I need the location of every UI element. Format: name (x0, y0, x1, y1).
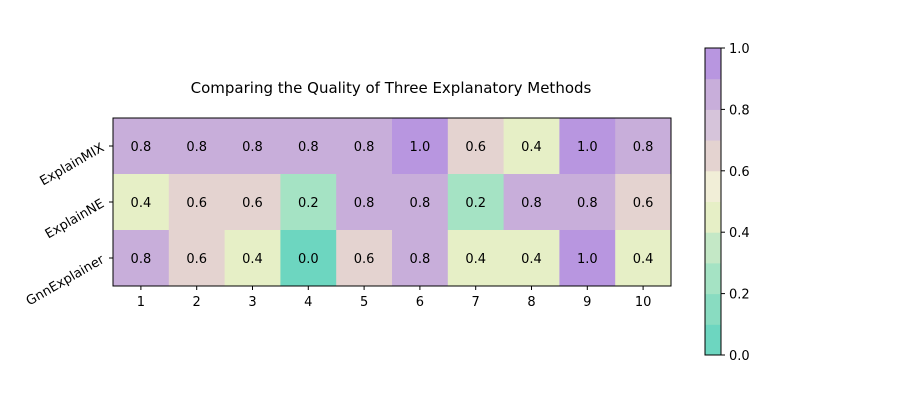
heatmap-cell (392, 118, 449, 175)
cell-value-label: 0.8 (354, 140, 375, 155)
cell-value-label: 0.8 (521, 196, 542, 211)
heatmap-cell (280, 174, 337, 231)
cell-value-label: 0.4 (521, 140, 542, 155)
heatmap-cell (280, 230, 337, 287)
heatmap-cell (224, 230, 281, 287)
heatmap-cell (615, 174, 672, 231)
x-axis: 1 2 3 4 5 6 7 8 9 10 (137, 286, 652, 310)
heatmap-cell (447, 174, 505, 231)
colorbar-tick-label: 0.4 (729, 226, 750, 241)
colorbar-tick-label: 0.8 (729, 103, 750, 118)
heatmap-cell (224, 174, 281, 231)
x-tick-label: 7 (472, 295, 480, 310)
heatmap-cell (113, 174, 170, 231)
colorbar-segment (705, 324, 721, 356)
cell-value-label: 0.8 (410, 252, 431, 267)
cell-value-label: 0.8 (298, 140, 319, 155)
x-tick-label: 5 (360, 295, 368, 310)
cell-value-label: 0.8 (242, 140, 263, 155)
cell-value-label: 0.8 (410, 196, 431, 211)
y-tick-label: ExplainNE (43, 196, 107, 242)
heatmap-cell (280, 118, 337, 175)
heatmap-cell (559, 118, 616, 175)
heatmap-cell (503, 118, 560, 175)
y-tick-label: GnnExplainer (24, 252, 108, 309)
cell-value-label: 0.8 (633, 140, 654, 155)
cell-value-label: 0.0 (298, 252, 319, 267)
cell-value-label: 0.6 (242, 196, 263, 211)
chart-title: Comparing the Quality of Three Explanato… (191, 79, 592, 97)
heatmap-cell (224, 118, 281, 175)
colorbar-frame (704, 47, 722, 356)
heatmap-cell (503, 230, 560, 287)
x-tick-label: 4 (304, 295, 312, 310)
heatmap-cell (168, 230, 226, 287)
colorbar: 0.0 0.2 0.4 0.6 0.8 1.0 (704, 42, 750, 364)
heatmap-cell (447, 118, 505, 175)
colorbar-segment (705, 170, 721, 202)
cell-value-label: 0.8 (354, 196, 375, 211)
heatmap-cell (392, 174, 449, 231)
heatmap-cell (503, 174, 560, 231)
cell-value-label: 0.6 (186, 196, 207, 211)
y-axis: ExplainMIX ExplainNE GnnExplainer (24, 140, 113, 309)
colorbar-segment (705, 262, 721, 295)
cell-value-label: 0.6 (186, 252, 207, 267)
colorbar-segment (705, 48, 721, 80)
cell-value-label: 0.6 (354, 252, 375, 267)
cell-value-label: 0.4 (521, 252, 542, 267)
y-tick-label: ExplainMIX (38, 140, 108, 189)
heatmap-cell (559, 174, 616, 231)
cell-value-label: 1.0 (577, 140, 598, 155)
cell-value-label: 0.4 (633, 252, 654, 267)
colorbar-tick-label: 0.6 (729, 165, 750, 180)
cell-value-label: 0.2 (298, 196, 319, 211)
heatmap-cell (447, 230, 505, 287)
cell-value-label: 0.6 (633, 196, 654, 211)
heatmap-cell (615, 118, 672, 175)
cell-value-label: 0.4 (465, 252, 486, 267)
x-tick-label: 1 (137, 295, 145, 310)
x-tick-label: 3 (248, 295, 256, 310)
colorbar-segment (705, 293, 721, 325)
colorbar-segment (705, 109, 721, 141)
x-tick-label: 9 (583, 295, 591, 310)
cell-value-label: 1.0 (410, 140, 431, 155)
cell-value-label: 0.8 (131, 252, 152, 267)
colorbar-segment (705, 201, 721, 233)
cell-value-label: 0.8 (186, 140, 207, 155)
colorbar-tick-label: 0.0 (729, 349, 750, 364)
x-tick-label: 8 (527, 295, 535, 310)
colorbar-tick-label: 0.2 (729, 288, 750, 303)
cell-value-label: 0.8 (131, 140, 152, 155)
colorbar-segment (705, 78, 721, 110)
heatmap-cell (113, 230, 170, 287)
colorbar-tick-label: 1.0 (729, 42, 750, 57)
cell-value-label: 0.4 (242, 252, 263, 267)
heatmap-cell (336, 118, 393, 175)
x-tick-label: 6 (416, 295, 424, 310)
heatmap-cell (168, 118, 226, 175)
heatmap-cell (113, 118, 170, 175)
x-tick-label: 10 (635, 295, 652, 310)
heatmap-cell (392, 230, 449, 287)
heatmap-cell (168, 174, 226, 231)
heatmap-cell (615, 230, 672, 287)
cell-value-label: 1.0 (577, 252, 598, 267)
cell-value-label: 0.4 (131, 196, 152, 211)
heatmap-cells (113, 118, 672, 287)
heatmap-cell (336, 230, 393, 287)
colorbar-segment (705, 232, 721, 264)
heatmap-cell (559, 230, 616, 287)
heatmap-cell-labels: 0.8 0.8 0.8 0.8 0.8 1.0 0.6 0.4 1.0 0.8 0.4 0.6 0.6 0… (131, 140, 654, 267)
x-tick-label: 2 (193, 295, 201, 310)
cell-value-label: 0.2 (465, 196, 486, 211)
colorbar-segment (705, 140, 721, 172)
cell-value-label: 0.8 (577, 196, 598, 211)
heatmap-cell (336, 174, 393, 231)
cell-value-label: 0.6 (465, 140, 486, 155)
